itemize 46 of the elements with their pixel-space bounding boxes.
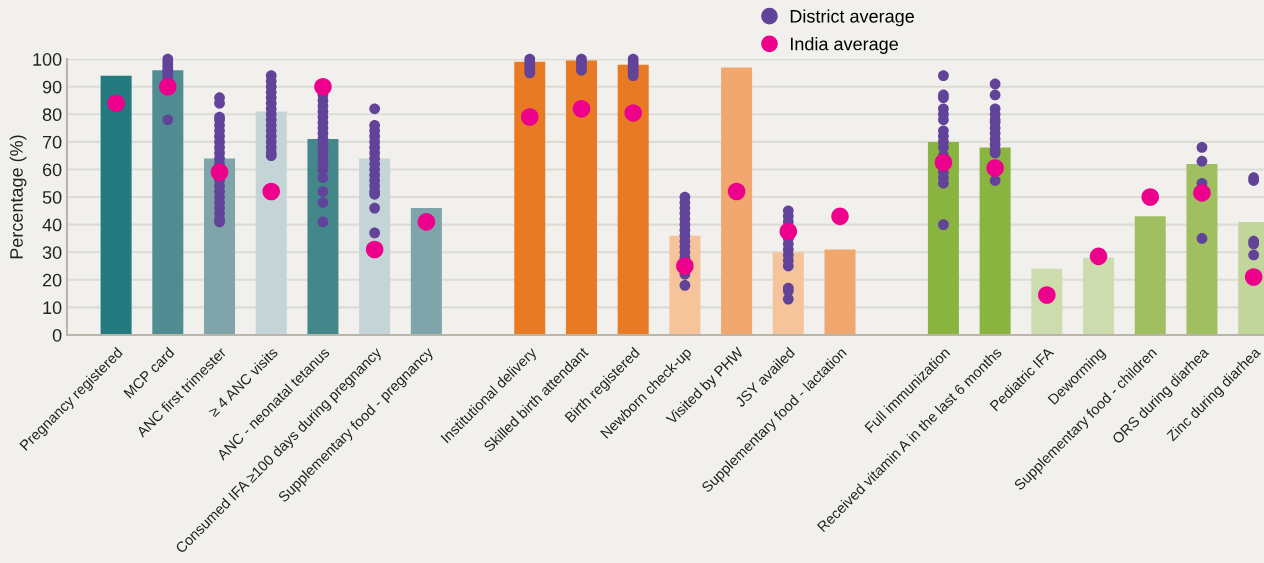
- y-tick-label: 40: [42, 218, 62, 232]
- point: [417, 213, 436, 231]
- bar: [824, 249, 856, 335]
- legend-label: India average: [790, 37, 898, 54]
- point: [1141, 188, 1160, 206]
- y-axis-title: Percentage (%): [9, 135, 27, 259]
- point: [572, 99, 591, 118]
- point: [365, 240, 384, 259]
- y-tick-label: 50: [42, 190, 62, 204]
- point: [727, 182, 746, 201]
- bar: [1186, 163, 1218, 335]
- point: [520, 108, 539, 126]
- point: [262, 182, 281, 201]
- point: [624, 104, 642, 122]
- y-tick-label: 70: [42, 135, 62, 149]
- bar: [617, 64, 649, 335]
- point: [1193, 184, 1211, 202]
- point: [314, 77, 332, 96]
- point: [779, 222, 798, 241]
- bar: [979, 147, 1011, 335]
- y-tick-label: 10: [43, 301, 62, 315]
- point: [159, 77, 177, 96]
- y-tick-label: 90: [42, 80, 62, 94]
- bar: [565, 60, 597, 335]
- point: [1244, 268, 1263, 286]
- point: [934, 153, 953, 172]
- y-tick-label: 30: [42, 246, 62, 259]
- y-tick-label: 0: [52, 328, 62, 342]
- y-tick-label: 100: [33, 53, 62, 66]
- bar: [1083, 257, 1115, 335]
- legend-label: District average: [790, 9, 914, 27]
- bar: [514, 61, 546, 335]
- point: [210, 163, 229, 182]
- y-tick-label: 80: [42, 108, 62, 122]
- point: [107, 94, 125, 113]
- bar: [721, 67, 753, 335]
- y-tick-label: 60: [42, 163, 62, 177]
- point: [1089, 247, 1108, 266]
- bar: [100, 75, 132, 335]
- bar: [152, 70, 184, 335]
- point: [831, 207, 849, 226]
- point: [676, 257, 694, 275]
- y-tick-label: 20: [42, 273, 62, 287]
- bar: [410, 208, 442, 335]
- point: [986, 159, 1004, 177]
- bar: [1134, 216, 1166, 335]
